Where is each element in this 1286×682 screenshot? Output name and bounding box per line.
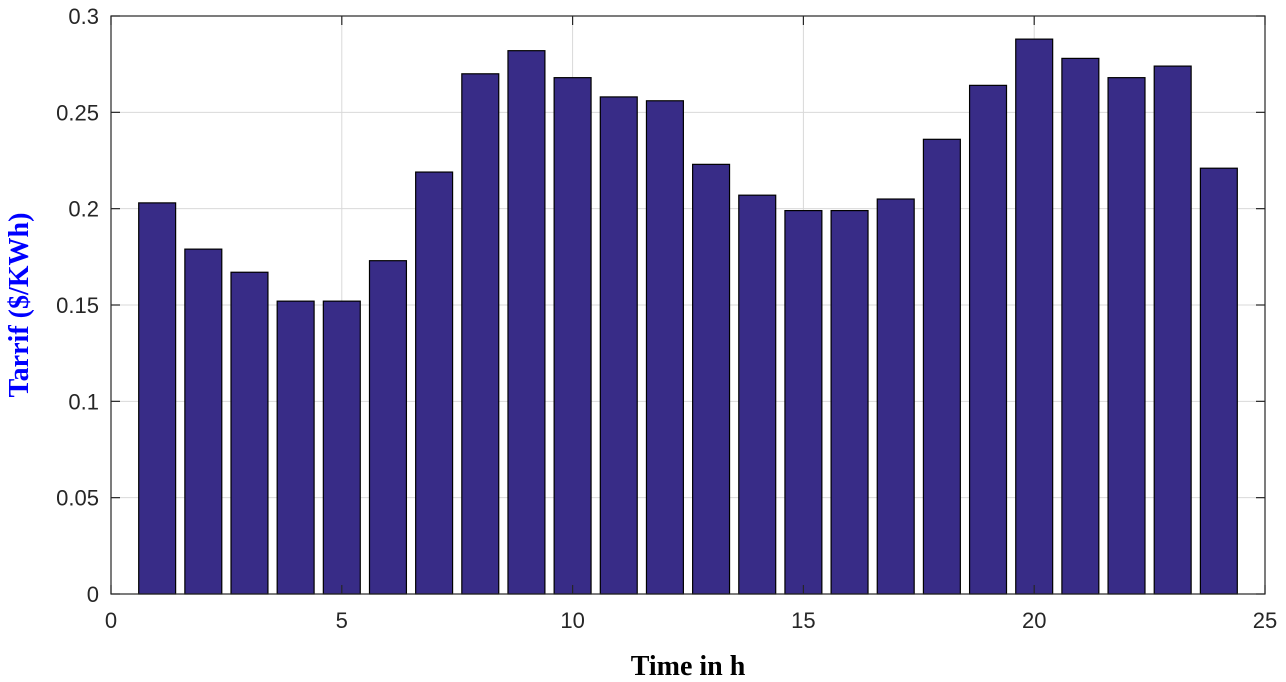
y-axis-label: Tarrif ($/KWh): [4, 213, 35, 398]
x-tick-label: 10: [560, 608, 584, 633]
y-tick-label: 0: [87, 582, 99, 607]
bar-series: [138, 38, 1238, 595]
bar-hour-10: [553, 77, 592, 595]
bar-hour-4: [276, 300, 315, 595]
bar-hour-16: [830, 209, 869, 595]
bar-hour-8: [461, 73, 500, 595]
bar-hour-19: [968, 84, 1008, 595]
bar-hour-15: [784, 209, 823, 595]
x-tick-label: 25: [1253, 608, 1277, 633]
bar-hour-13: [692, 163, 731, 595]
y-tick-label: 0.05: [56, 486, 99, 511]
y-tick-label: 0.25: [56, 100, 99, 125]
bar-hour-12: [645, 100, 684, 595]
bar-hour-20: [1015, 38, 1054, 595]
bar-hour-23: [1153, 65, 1192, 595]
y-tick-label: 0.15: [56, 293, 99, 318]
x-tick-label: 20: [1022, 608, 1046, 633]
bar-hour-7: [415, 171, 454, 595]
bar-hour-21: [1061, 57, 1100, 595]
bar-hour-2: [184, 248, 223, 595]
bar-hour-3: [230, 271, 269, 595]
bar-hour-17: [876, 198, 915, 595]
y-tick-label: 0.3: [68, 4, 99, 29]
bar-hour-24: [1199, 167, 1238, 595]
bar-hour-6: [368, 260, 408, 595]
y-tick-label: 0.1: [68, 389, 99, 414]
x-tick-label: 5: [336, 608, 348, 633]
bar-hour-9: [507, 50, 546, 595]
bar-hour-18: [922, 138, 961, 595]
bar-hour-5: [322, 300, 361, 595]
bar-hour-14: [738, 194, 777, 595]
x-tick-label: 0: [105, 608, 117, 633]
y-tick-label: 0.2: [68, 197, 99, 222]
bar-hour-1: [138, 202, 177, 595]
x-tick-label: 15: [791, 608, 815, 633]
x-axis-label: Time in h: [631, 651, 746, 682]
bar-hour-11: [599, 96, 638, 595]
bar-hour-22: [1107, 77, 1146, 595]
axis-ticks: 0 5 10 15 20 25 0 0.05 0.1 0.15 0.2 0.25 0.3: [56, 4, 1277, 633]
